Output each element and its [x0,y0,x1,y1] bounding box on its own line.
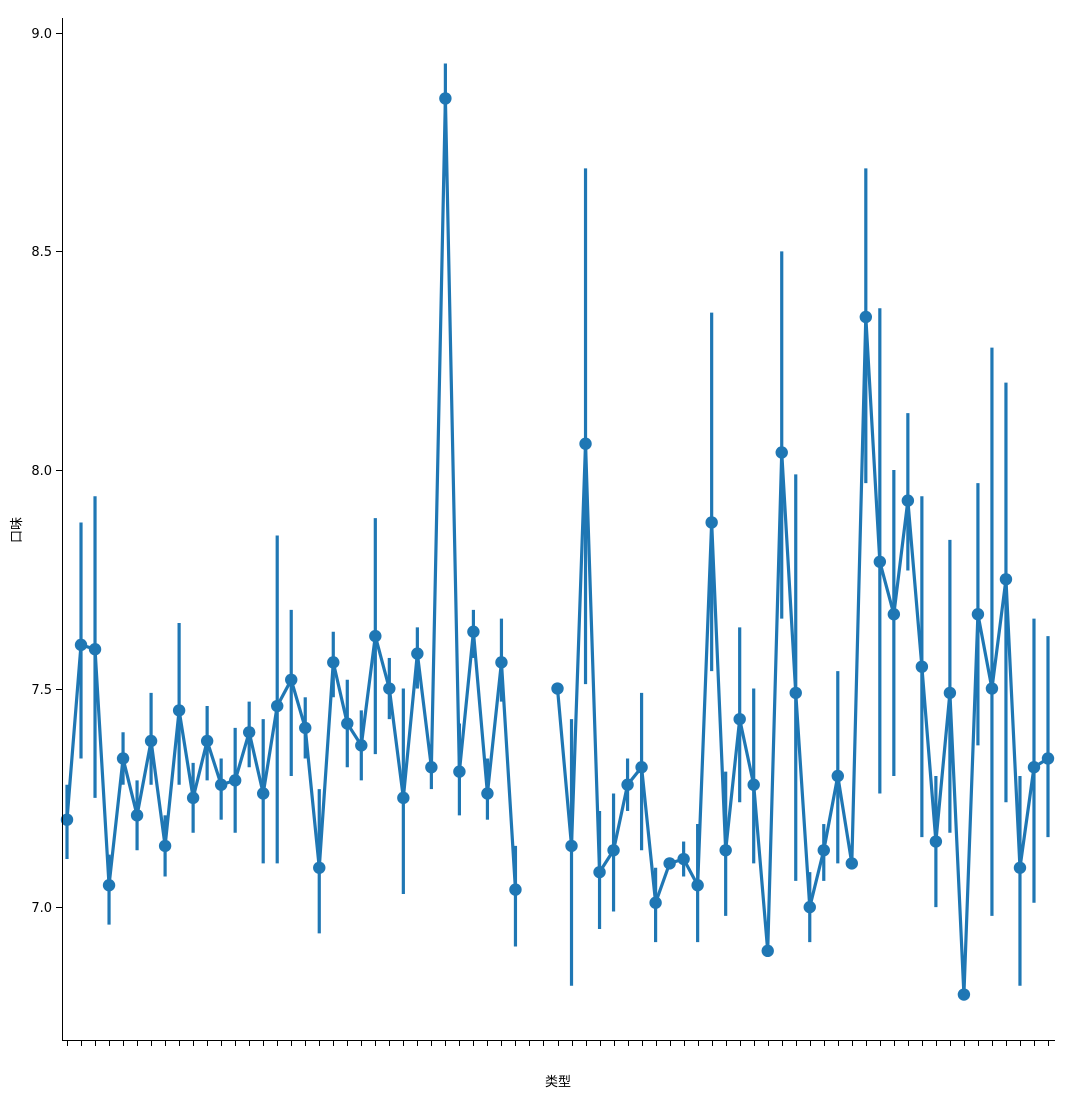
data-point [845,857,858,870]
y-tick-label: 8.0 [31,464,52,479]
data-point [635,761,648,774]
x-ticks [67,1040,1049,1046]
data-point [649,896,662,909]
data-point [172,704,186,717]
data-point [257,787,270,800]
data-point [130,809,144,822]
data-point [831,769,844,783]
data-point [929,835,943,848]
data-point [719,844,732,857]
data-point [481,787,494,800]
data-point [733,712,746,726]
series-line [555,315,1050,997]
data-point [425,761,438,774]
data-point [467,625,480,638]
data-point [439,92,452,105]
data-point [691,879,704,892]
data-point [200,734,214,748]
data-point [1027,761,1041,774]
data-point [985,682,999,695]
data-point [299,721,312,735]
data-point [411,647,424,660]
y-tick-label: 7.5 [31,683,52,698]
data-point [971,608,985,621]
data-point [761,944,774,958]
data-point [663,857,676,870]
data-point [901,494,915,507]
data-point [593,865,606,879]
data-point [341,717,354,730]
data-point [775,446,788,459]
data-point [551,682,564,695]
data-point [116,752,130,765]
data-point [817,844,830,857]
data-point [397,791,410,805]
data-point [313,861,326,874]
data-point [285,673,298,687]
data-point [214,778,228,791]
data-point [873,555,887,568]
data-point [957,988,971,1001]
data-point [887,608,901,621]
y-tick-label: 7.0 [31,901,52,916]
data-point [999,573,1013,586]
data-point [509,883,522,896]
data-point [565,839,578,853]
data-point [327,656,340,669]
data-point [677,852,690,866]
data-point [242,726,256,739]
axes: 7.0 7.5 8.0 8.5 9.0 [31,18,1055,1046]
data-point [355,739,368,752]
data-point [186,791,200,805]
data-point [859,310,873,324]
data-point [1041,752,1055,765]
y-tick-label: 9.0 [31,27,52,42]
y-ticks: 7.0 7.5 8.0 8.5 9.0 [31,27,62,916]
data-point [579,437,592,450]
data-point [228,774,242,787]
data-point [621,778,634,791]
data-point [607,844,620,857]
data-point [88,643,102,656]
data-point [102,879,116,892]
y-axis-label: 口味 [10,517,25,543]
data-point [74,638,88,652]
data-point [383,682,396,695]
data-point [1013,861,1027,874]
data-point [705,516,718,529]
data-point [747,778,760,791]
data-point [369,629,382,643]
data-point [158,839,172,853]
data-point [789,686,802,700]
data-point [495,656,508,669]
data-point [915,660,929,673]
data-point [60,813,74,826]
plot-area [60,63,1055,1001]
y-tick-label: 8.5 [31,245,52,260]
data-point [144,734,158,748]
data-point [943,686,957,700]
data-point [803,900,816,914]
data-point [453,765,466,778]
x-axis-label: 类型 [545,1075,571,1090]
data-point [271,699,284,713]
